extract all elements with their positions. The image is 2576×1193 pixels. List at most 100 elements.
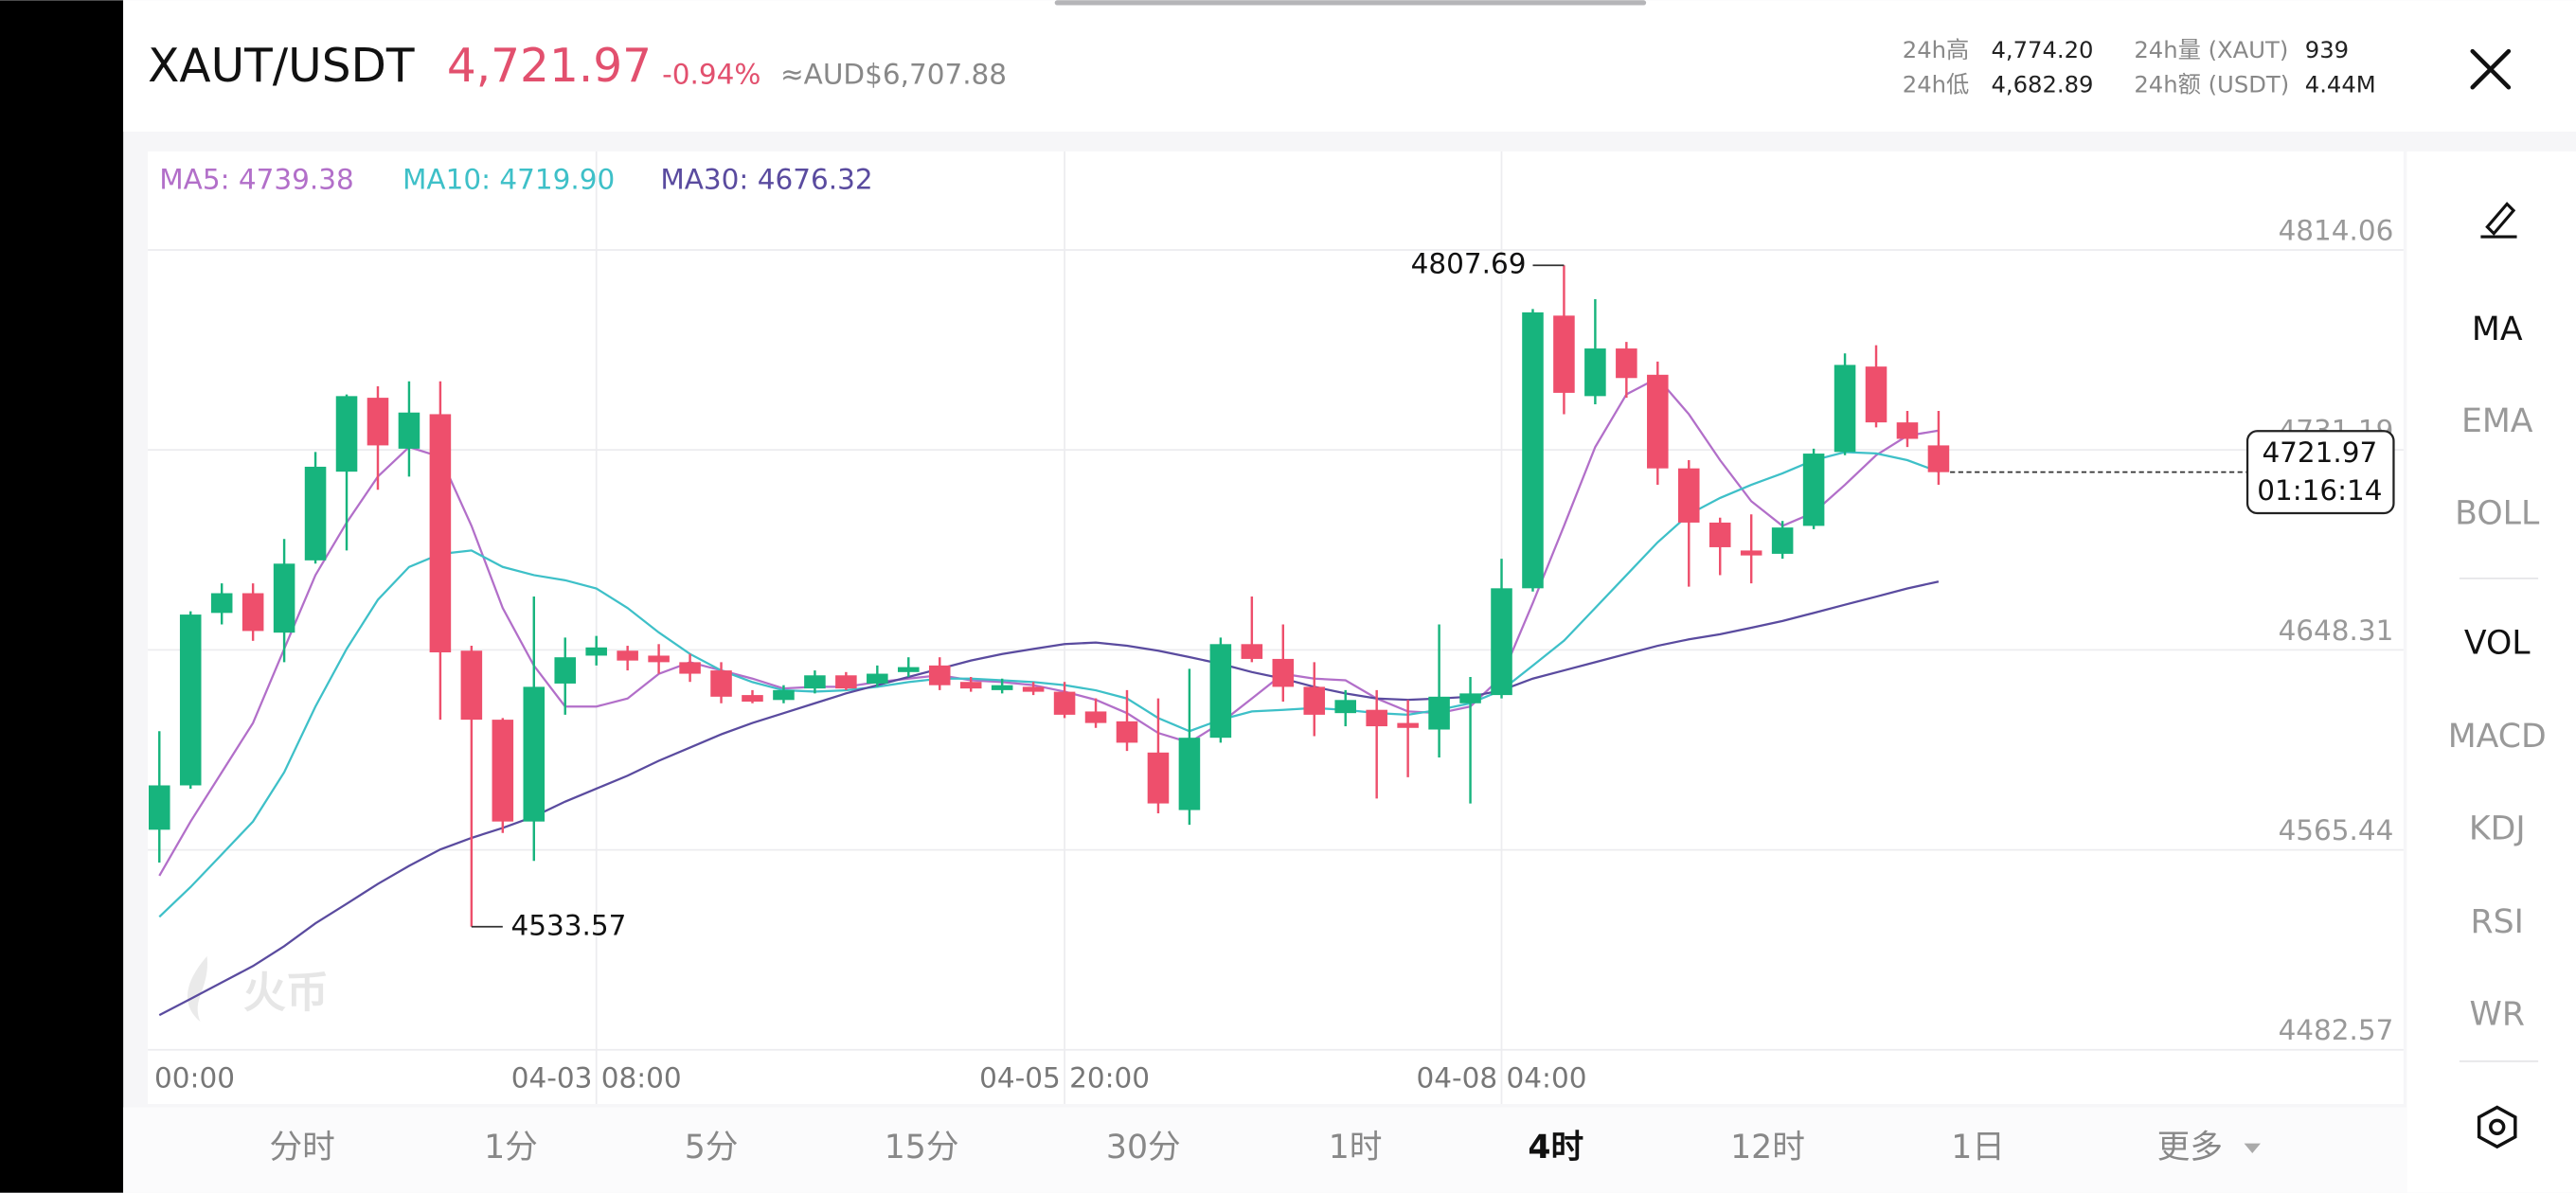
timeframe-tab[interactable]: 1时	[1329, 1129, 1383, 1166]
chart-panel	[148, 151, 2404, 1105]
header-bar	[123, 0, 2576, 133]
x-tick-label: 04-05 20:00	[979, 1062, 1150, 1095]
timeframe-tab[interactable]: 更多	[2157, 1129, 2223, 1166]
high-label: 4807.69	[1411, 248, 1527, 280]
current-price: 4721.97	[2262, 436, 2377, 469]
timeframe-tab[interactable]: 分时	[269, 1129, 334, 1166]
x-tick-label: 00:00	[154, 1062, 235, 1095]
indicator-button[interactable]: WR	[2470, 995, 2525, 1033]
candle-body	[1865, 366, 1887, 423]
pencil-icon[interactable]	[2480, 202, 2517, 239]
low-label: 4533.57	[510, 909, 626, 941]
candle-body	[273, 563, 295, 633]
candle-body	[1053, 691, 1076, 715]
indicator-button[interactable]: KDJ	[2469, 810, 2526, 847]
x-tick-label: 04-03 08:00	[511, 1062, 682, 1095]
close-button[interactable]	[2470, 48, 2512, 90]
drag-handle	[1054, 0, 1647, 6]
indicator-button[interactable]: MA	[2472, 311, 2523, 348]
candle-body	[398, 412, 420, 449]
y-tick-label: 4648.31	[2279, 614, 2394, 647]
timeframe-tab[interactable]: 30分	[1106, 1129, 1181, 1166]
candle-body	[1802, 454, 1825, 526]
ma-line	[158, 580, 1940, 1017]
settings-icon[interactable]	[2477, 1105, 2517, 1149]
candle-body	[148, 785, 170, 830]
timeframe-tab[interactable]: 5分	[685, 1129, 739, 1166]
candle-body	[773, 689, 795, 701]
indicator-toolbar	[2406, 151, 2576, 1193]
stat-label: 24h额 (USDT)	[2134, 71, 2289, 98]
candle-body	[959, 682, 982, 689]
candle-body	[554, 657, 577, 684]
price-change: -0.94%	[662, 59, 760, 91]
stat-value: 4,682.89	[1991, 71, 2093, 98]
candle-body	[1272, 658, 1295, 687]
x-tick-label: 04-08 04:00	[1417, 1062, 1587, 1095]
watermark: 火币	[187, 955, 329, 1023]
candle-body	[804, 675, 826, 689]
candle-body	[679, 662, 701, 674]
candle-body	[1397, 722, 1419, 728]
candle-body	[991, 685, 1013, 690]
candle-body	[1241, 644, 1263, 659]
current-price-box	[2245, 430, 2395, 515]
candle-body	[460, 650, 483, 721]
legend-entry: MA10: 4719.90	[402, 164, 615, 196]
y-tick-label: 4482.57	[2279, 1014, 2394, 1046]
watermark-logo	[187, 955, 207, 1023]
candle-body	[1491, 588, 1512, 696]
legend-entry: MA30: 4676.32	[660, 164, 872, 196]
timeframe-tab[interactable]: 4时	[1528, 1129, 1583, 1166]
stat-label: 24h量 (XAUT)	[2134, 36, 2288, 63]
candle-body	[304, 466, 327, 561]
timeframe-tab[interactable]: 1日	[1951, 1129, 2005, 1166]
candle-body	[1303, 686, 1326, 715]
last-price: 4,721.97	[447, 40, 652, 93]
candle-body	[1209, 644, 1232, 739]
candle-countdown: 01:16:14	[2257, 474, 2382, 507]
ma-line	[158, 451, 1940, 918]
candle-body	[1084, 711, 1107, 723]
legend-entry: MA5: 4739.38	[159, 164, 354, 196]
candle-body	[1116, 721, 1138, 743]
candle-body	[1616, 348, 1637, 379]
timeframe-tab[interactable]: 1分	[484, 1129, 538, 1166]
indicator-button[interactable]: RSI	[2471, 903, 2524, 941]
candle-body	[898, 667, 920, 672]
timeframe-tab[interactable]: 15分	[885, 1129, 959, 1166]
settings-icon-center[interactable]	[2489, 1118, 2506, 1135]
candle-body	[179, 614, 202, 786]
candle-body	[835, 675, 857, 689]
ma-line	[158, 376, 1940, 877]
fiat-price: ≈AUD$6,707.88	[780, 59, 1007, 91]
candle-body	[492, 720, 514, 822]
candle-body	[1896, 422, 1919, 439]
candle-body	[867, 673, 888, 684]
candle-body	[335, 396, 358, 472]
draw-tool[interactable]	[2480, 202, 2517, 239]
indicator-button[interactable]: BOLL	[2455, 494, 2540, 532]
settings-button[interactable]	[2477, 1105, 2517, 1149]
close-icon[interactable]	[2470, 48, 2512, 90]
candle-body	[585, 647, 607, 656]
stat-value: 4,774.20	[1991, 36, 2093, 63]
candle-body	[1834, 365, 1856, 453]
candle-body	[1553, 315, 1575, 393]
candle-body	[1334, 700, 1356, 714]
stat-label: 24h高	[1903, 36, 1970, 63]
left-bezel	[0, 0, 124, 1193]
candle-body	[1178, 738, 1201, 810]
candle-body	[617, 650, 638, 661]
timeframe-tab[interactable]: 12时	[1730, 1129, 1805, 1166]
candle-body	[210, 593, 233, 614]
indicator-button[interactable]: VOL	[2464, 624, 2531, 662]
watermark-text: 火币	[243, 968, 329, 1018]
price-chart: 4814.064731.194648.314565.444482.5700:00…	[148, 151, 2404, 1105]
candle-body	[242, 593, 264, 632]
indicator-button[interactable]: MACD	[2448, 718, 2547, 756]
indicator-button[interactable]: EMA	[2461, 402, 2533, 440]
more-arrow	[2244, 1143, 2261, 1154]
